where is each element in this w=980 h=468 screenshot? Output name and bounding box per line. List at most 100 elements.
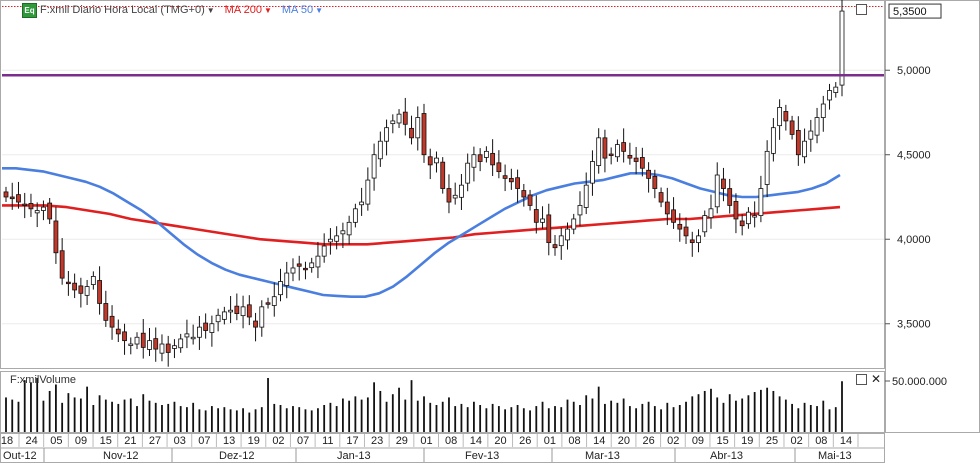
x-day-label: 01 [544,435,556,447]
x-day-label: 29 [396,435,408,447]
volume-bar [566,399,569,432]
y-tick-label: 4,5000 [897,150,931,162]
candle [134,332,140,350]
x-day-label: 03 [174,435,186,447]
candle [508,168,514,190]
candle [296,255,302,281]
x-day-label: 20 [494,435,506,447]
candle [246,295,252,326]
volume-bar [554,406,556,432]
candle [359,187,365,216]
x-month-label: Out-12 [3,450,37,462]
y-tick-label: 5,0000 [897,65,931,77]
legend-ma50[interactable]: MA 50 [281,4,314,16]
volume-bar [473,401,475,432]
volume-bar [36,378,39,432]
candle [9,182,15,210]
x-day-label: 14 [470,435,482,447]
volume-bar [86,386,89,432]
candle [583,172,589,215]
candle [521,183,527,207]
volume-bar [304,409,307,432]
volume-bar [497,406,500,432]
volume-bar [79,398,82,432]
x-day-label: 09 [692,435,704,447]
candle-body [677,223,683,230]
volume-bar [628,406,631,432]
volume-bar [341,398,344,432]
candle [683,217,689,244]
chevron-down-icon[interactable]: ▼ [206,5,215,15]
volume-bar [167,403,170,432]
candle [78,277,84,308]
legend-ma200[interactable]: MA 200 [224,4,262,16]
candle [109,305,115,340]
candle [371,143,377,191]
volume-bar [529,410,531,432]
candle-body [814,117,820,136]
equity-icon[interactable]: Eq [22,2,37,18]
candle [340,222,346,249]
candle [184,319,190,349]
candle-body [552,244,558,249]
legend-symbol[interactable]: F:xmil Diario Hora Local (TMG+0) [40,4,205,16]
candle [172,339,177,359]
maximize-icon[interactable] [856,4,867,15]
candle [483,146,489,163]
candle [795,116,801,166]
x-day-label: 09 [75,435,87,447]
candle-body [671,209,676,223]
volume-bar [379,390,382,432]
volume-bar [479,405,482,432]
candle [390,114,396,134]
candle-body [334,235,340,242]
candle [540,206,545,229]
candle [596,128,602,174]
candle [253,312,258,342]
volume-bar [466,407,469,432]
x-month-label: Mai-13 [818,450,852,462]
candle [415,106,421,151]
candle [427,148,433,180]
candle [533,195,539,234]
chevron-down-icon[interactable]: ▼ [263,5,272,15]
volume-bar [834,407,837,432]
candle [209,315,215,347]
candle [203,313,209,339]
date-axis: 18 24 05 09 15 21 27 03 07 13 19 02 07 11 17 23 29 01 08 14… [1,434,884,462]
x-day-label: 24 [26,435,38,447]
candle-body [284,272,290,286]
volume-bar [129,398,132,432]
volume-bar [579,405,581,432]
candle-body [59,250,65,279]
volume-bar [186,407,188,432]
candle-body [658,192,664,203]
maximize-icon[interactable] [856,374,867,385]
x-day-label: 01 [420,435,432,447]
candle-body [84,286,90,296]
candle-body [833,86,839,93]
volume-bar [235,410,238,432]
candle-body [746,211,751,225]
candle [328,228,333,255]
close-icon[interactable]: ✕ [871,372,882,386]
candle [671,197,676,229]
chevron-down-icon[interactable]: ▼ [315,5,323,15]
volume-bar [385,401,388,432]
x-day-label: 27 [149,435,161,447]
volume-bar [242,408,244,432]
candle-body [184,333,190,338]
candle-body [321,245,327,257]
candle [290,258,296,282]
candle [334,226,340,250]
candle [558,227,564,260]
candle [309,257,315,273]
x-day-label: 15 [716,435,728,447]
volume-bar [48,390,51,432]
candle-body [440,161,446,189]
x-day-label: 05 [50,435,62,447]
candle-body [271,296,277,306]
candle [377,131,383,167]
